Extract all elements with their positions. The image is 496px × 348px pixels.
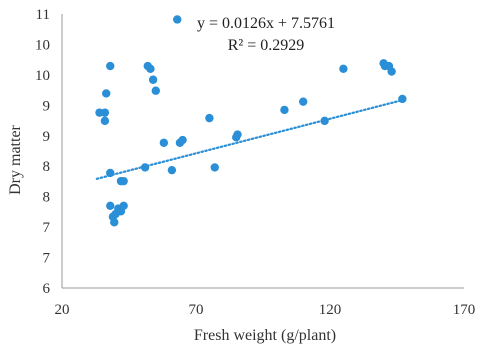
x-tick-label: 120 <box>319 302 342 318</box>
x-tick-label: 70 <box>189 302 204 318</box>
data-point <box>339 64 348 74</box>
data-point <box>119 201 128 210</box>
data-point <box>110 218 119 227</box>
data-point <box>299 97 308 106</box>
trendline-equation: y = 0.0126x + 7.5761 <box>197 15 335 32</box>
data-point <box>106 201 115 210</box>
y-tick-label: 7 <box>43 251 51 267</box>
data-point <box>205 113 214 123</box>
x-tick-label: 20 <box>55 302 70 318</box>
y-tick-label: 9 <box>43 98 51 114</box>
data-point <box>178 135 187 145</box>
data-point <box>100 116 110 126</box>
y-tick-label: 6 <box>43 281 51 297</box>
data-point <box>398 94 407 104</box>
r-squared-label: R² = 0.2929 <box>228 37 305 54</box>
data-point <box>106 168 115 178</box>
data-point <box>320 116 329 126</box>
data-point <box>233 130 242 139</box>
data-point <box>280 105 289 115</box>
data-point <box>119 176 128 186</box>
data-point <box>151 86 160 95</box>
data-point <box>140 163 150 172</box>
y-tick-label: 7 <box>43 220 51 236</box>
data-point <box>148 75 158 84</box>
x-tick-labels: 20 70 120 170 <box>55 302 476 318</box>
y-tick-label: 9 <box>43 129 51 145</box>
y-tick-label: 8 <box>43 159 51 175</box>
data-point <box>100 108 110 117</box>
x-axis-title: Fresh weight (g/plant) <box>194 327 336 344</box>
data-point <box>387 67 396 76</box>
data-point <box>102 89 111 98</box>
chart-axes <box>61 14 464 289</box>
y-axis-title: Dry matter <box>7 124 24 194</box>
data-point <box>106 61 115 71</box>
data-point <box>146 64 155 74</box>
data-point <box>167 165 177 175</box>
data-point <box>173 15 182 24</box>
y-tick-labels: 6 7 7 8 8 9 9 10 10 11 <box>35 7 51 297</box>
y-tick-label: 10 <box>35 68 50 84</box>
y-tick-label: 8 <box>43 190 51 206</box>
y-tick-label: 10 <box>35 37 50 53</box>
data-point <box>210 163 219 172</box>
y-tick-label: 11 <box>36 7 50 23</box>
data-point <box>159 138 169 147</box>
data-points <box>95 15 407 227</box>
x-tick-label: 170 <box>453 302 476 318</box>
